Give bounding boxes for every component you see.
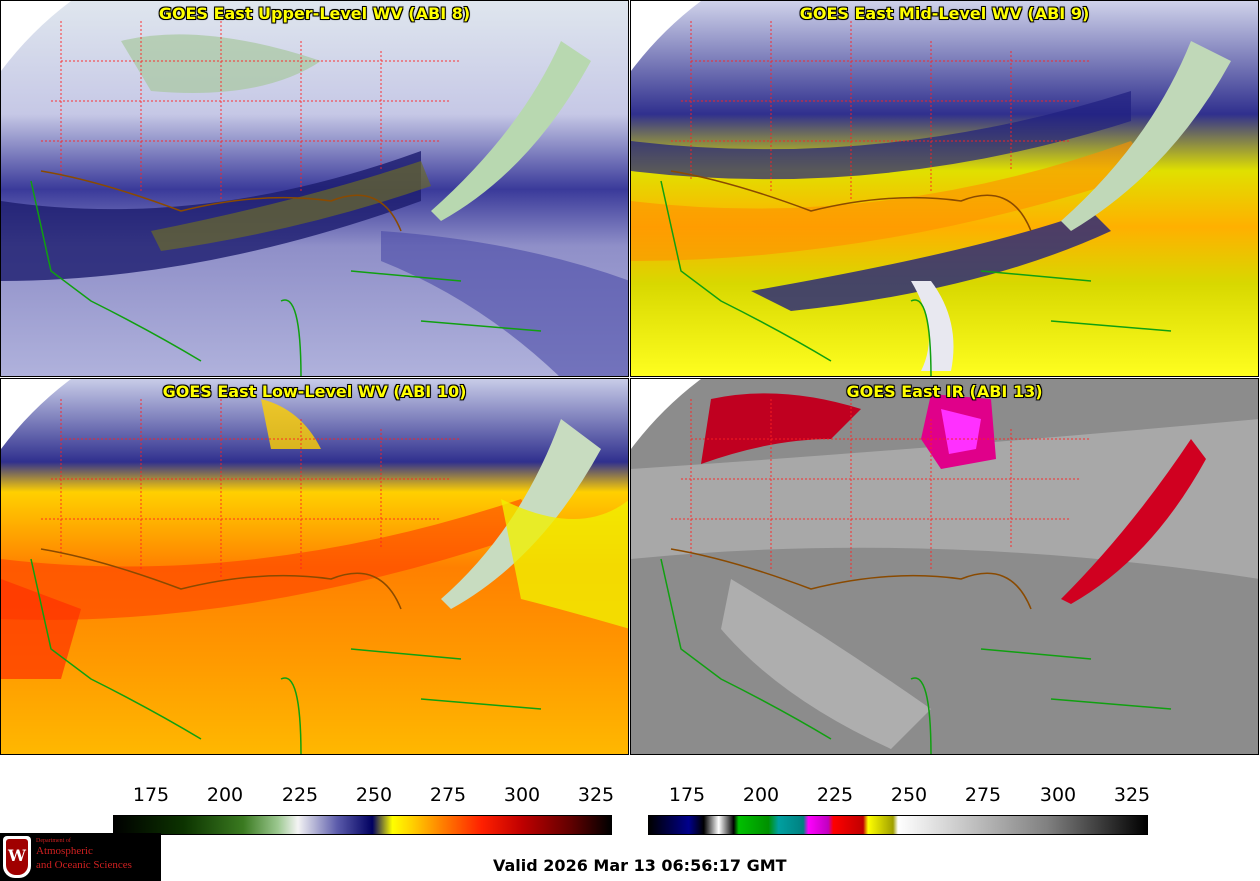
crest-letter: W xyxy=(6,839,28,875)
colorbar-tick-label: 200 xyxy=(206,784,244,806)
logo-line-1: Department of xyxy=(36,838,71,844)
mid-level-wv-panel: GOES East Mid-Level WV (ABI 9) xyxy=(630,0,1259,377)
upper-level-wv-imagery xyxy=(1,1,628,376)
ir-colorbar xyxy=(648,815,1148,835)
uw-crest-icon: W xyxy=(3,836,31,878)
ir-colorbar-ticks: 175 200 225 250 275 300 325 xyxy=(0,784,1260,806)
colorbar-tick-label: 325 xyxy=(1113,784,1151,806)
colorbar-tick-label: 300 xyxy=(503,784,541,806)
logo-line-2: Atmospheric xyxy=(36,845,93,857)
mid-level-wv-imagery xyxy=(631,1,1258,376)
colorbar-tick-label: 250 xyxy=(890,784,928,806)
panel-title: GOES East Mid-Level WV (ABI 9) xyxy=(799,4,1090,23)
panel-title: GOES East Upper-Level WV (ABI 8) xyxy=(158,4,471,23)
colorbar-tick-label: 275 xyxy=(964,784,1002,806)
logo-line-3: and Oceanic Sciences xyxy=(36,859,132,871)
colorbar-tick-label: 200 xyxy=(742,784,780,806)
colorbar-tick-label: 325 xyxy=(577,784,615,806)
panel-title: GOES East IR (ABI 13) xyxy=(846,382,1043,401)
colorbar-tick-label: 225 xyxy=(281,784,319,806)
colorbar-tick-label: 225 xyxy=(816,784,854,806)
colorbar-tick-label: 250 xyxy=(355,784,393,806)
colorbar-tick-label: 175 xyxy=(668,784,706,806)
low-level-wv-imagery xyxy=(1,379,628,754)
wv-colorbar-ticks: 175 200 225 250 275 300 325 xyxy=(0,784,630,806)
uw-aos-logo: W Department of Atmospheric and Oceanic … xyxy=(0,833,161,881)
wv-colorbar xyxy=(113,815,612,835)
ir-imagery xyxy=(631,379,1258,754)
colorbar-tick-label: 175 xyxy=(132,784,170,806)
valid-time: Valid 2026 Mar 13 06:56:17 GMT xyxy=(493,856,787,875)
colorbar-tick-label: 275 xyxy=(429,784,467,806)
upper-level-wv-panel: GOES East Upper-Level WV (ABI 8) xyxy=(0,0,629,377)
low-level-wv-panel: GOES East Low-Level WV (ABI 10) xyxy=(0,378,629,755)
ir-panel: GOES East IR (ABI 13) xyxy=(630,378,1259,755)
colorbar-tick-label: 300 xyxy=(1039,784,1077,806)
panel-title: GOES East Low-Level WV (ABI 10) xyxy=(162,382,467,401)
